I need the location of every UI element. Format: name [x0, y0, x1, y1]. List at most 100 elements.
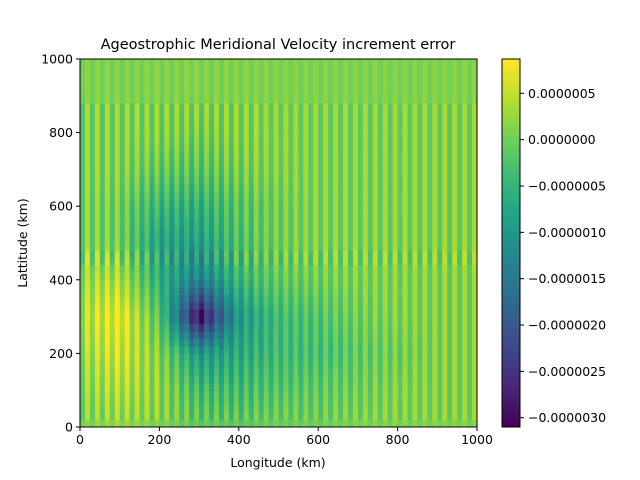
- heatmap-cell: [238, 154, 245, 163]
- heatmap-cell: [189, 81, 195, 89]
- heatmap-cell: [243, 125, 250, 133]
- heatmap-cell: [352, 368, 359, 376]
- heatmap-cell: [303, 287, 309, 295]
- heatmap-cell: [99, 272, 106, 281]
- heatmap-cell: [189, 117, 195, 126]
- heatmap-cell: [283, 287, 289, 295]
- heatmap-cell: [308, 235, 314, 244]
- heatmap-cell: [442, 287, 448, 295]
- heatmap-cell: [258, 103, 265, 111]
- heatmap-cell: [427, 117, 433, 126]
- heatmap-cell: [149, 132, 155, 141]
- heatmap-cell: [397, 265, 403, 273]
- heatmap-cell: [233, 139, 240, 148]
- heatmap-cell: [213, 235, 220, 244]
- heatmap-cell: [462, 419, 468, 428]
- heatmap-cell: [283, 176, 289, 185]
- heatmap-cell: [308, 272, 314, 281]
- heatmap-cell: [298, 66, 304, 75]
- heatmap-cell: [179, 198, 185, 207]
- heatmap-cell: [189, 404, 195, 413]
- heatmap-cell: [472, 206, 478, 214]
- heatmap-cell: [437, 294, 443, 303]
- heatmap-cell: [298, 220, 304, 229]
- heatmap-cell: [238, 73, 245, 82]
- heatmap-cell: [159, 110, 165, 119]
- heatmap-cell: [248, 294, 255, 303]
- heatmap-cell: [189, 294, 195, 303]
- heatmap-cell: [169, 301, 175, 310]
- heatmap-cell: [367, 191, 374, 200]
- heatmap-cell: [204, 213, 210, 222]
- heatmap-cell: [362, 220, 369, 229]
- heatmap-cell: [457, 368, 463, 376]
- heatmap-cell: [204, 368, 210, 376]
- heatmap-cell: [243, 220, 250, 229]
- heatmap-cell: [362, 360, 369, 369]
- heatmap-cell: [427, 206, 433, 214]
- heatmap-cell: [392, 265, 398, 273]
- heatmap-cell: [253, 404, 260, 413]
- heatmap-cell: [184, 309, 190, 317]
- heatmap-cell: [457, 287, 463, 295]
- heatmap-cell: [298, 404, 304, 413]
- heatmap-cell: [457, 139, 463, 148]
- heatmap-cell: [352, 213, 359, 222]
- heatmap-cell: [80, 382, 86, 391]
- heatmap-cell: [248, 404, 255, 413]
- heatmap-cell: [402, 191, 408, 200]
- heatmap-cell: [432, 338, 438, 347]
- heatmap-cell: [189, 154, 195, 163]
- heatmap-cell: [338, 353, 344, 362]
- heatmap-cell: [194, 198, 200, 207]
- heatmap-cell: [213, 331, 220, 340]
- heatmap-cell: [402, 397, 408, 406]
- colorbar-segment: [502, 417, 520, 422]
- heatmap-cell: [472, 73, 478, 82]
- heatmap-cell: [417, 375, 423, 384]
- colorbar-segment: [502, 316, 520, 321]
- heatmap-cell: [367, 110, 374, 119]
- heatmap-cell: [243, 73, 250, 82]
- heatmap-cell: [213, 66, 220, 75]
- heatmap-cell: [129, 184, 135, 192]
- heatmap-cell: [377, 169, 384, 178]
- heatmap-cell: [248, 368, 255, 376]
- heatmap-cell: [452, 117, 458, 126]
- heatmap-cell: [382, 294, 389, 303]
- heatmap-cell: [109, 88, 116, 97]
- heatmap-cell: [204, 125, 210, 133]
- heatmap-cell: [80, 368, 86, 376]
- heatmap-cell: [323, 235, 329, 244]
- heatmap-cell: [457, 184, 463, 192]
- heatmap-cell: [347, 66, 354, 75]
- heatmap-cell: [313, 139, 319, 148]
- heatmap-cell: [352, 162, 359, 170]
- heatmap-cell: [437, 353, 443, 362]
- heatmap-cell: [397, 66, 403, 75]
- heatmap-cell: [199, 88, 205, 97]
- heatmap-cell: [323, 353, 329, 362]
- heatmap-cell: [194, 272, 200, 281]
- heatmap-cell: [134, 235, 140, 244]
- heatmap-cell: [452, 309, 458, 317]
- heatmap-cell: [467, 162, 473, 170]
- heatmap-cell: [293, 397, 299, 406]
- heatmap-cell: [412, 309, 418, 317]
- heatmap-cell: [263, 59, 269, 67]
- colorbar-segment: [502, 169, 520, 173]
- heatmap-cell: [472, 154, 478, 163]
- heatmap-cell: [338, 419, 344, 428]
- heatmap-cell: [422, 250, 428, 259]
- heatmap-cell: [397, 125, 403, 133]
- heatmap-cell: [80, 287, 86, 295]
- heatmap-cell: [288, 198, 294, 207]
- heatmap-cell: [149, 390, 155, 398]
- heatmap-cell: [169, 206, 175, 214]
- heatmap-cell: [218, 331, 225, 340]
- heatmap-cell: [238, 235, 245, 244]
- heatmap-cell: [154, 272, 160, 281]
- heatmap-cell: [228, 294, 235, 303]
- heatmap-cell: [199, 184, 205, 192]
- heatmap-cell: [169, 184, 175, 192]
